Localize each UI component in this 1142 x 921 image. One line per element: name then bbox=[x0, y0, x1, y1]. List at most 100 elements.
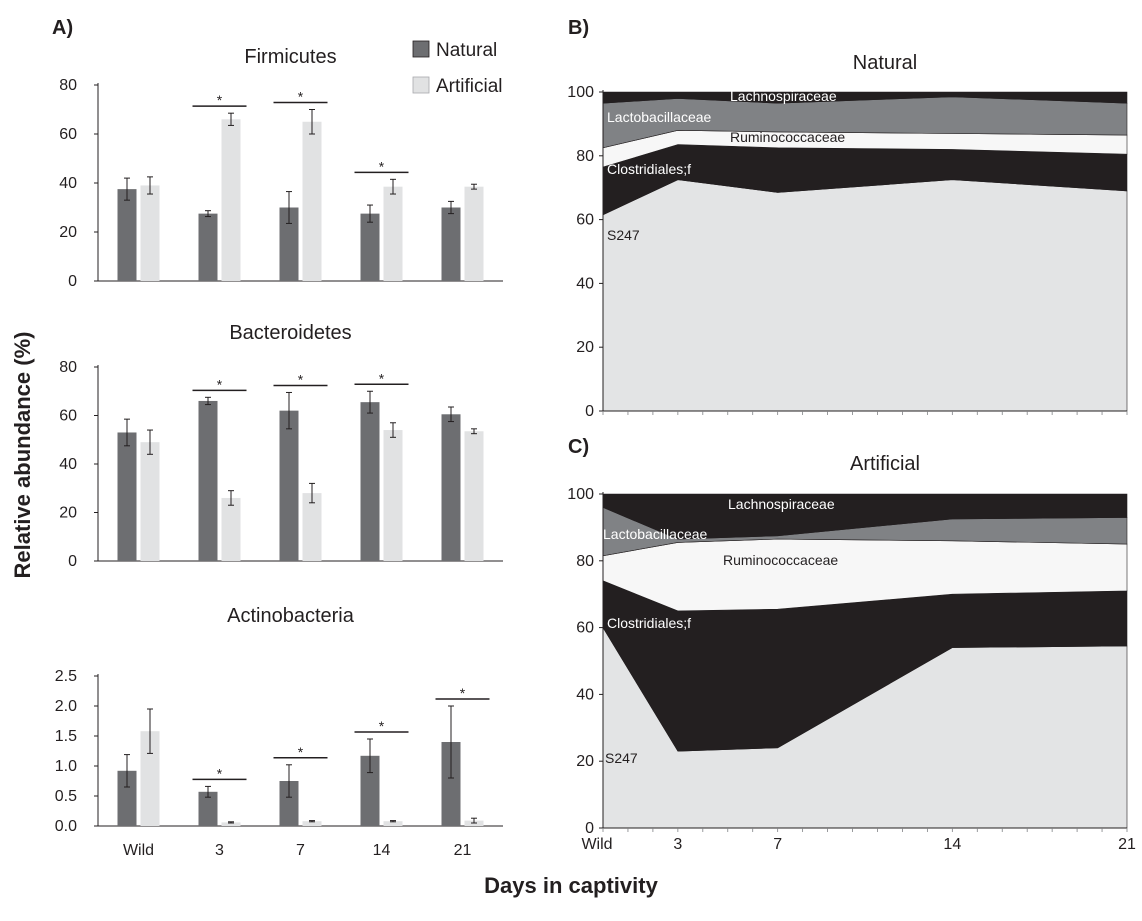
bacteroidetes-y-tick-label: 60 bbox=[59, 408, 77, 425]
artificial-area-band-lachnospiraceae bbox=[602, 493, 1128, 540]
actinobacteria-bar-artificial-7 bbox=[302, 821, 322, 826]
bacteroidetes-bar-natural-3 bbox=[198, 400, 218, 561]
bacteroidetes-bar-artificial-wild bbox=[140, 442, 160, 561]
artificial-area-x-tick-label: 7 bbox=[773, 836, 782, 853]
artificial-area-y-tick-label: 100 bbox=[567, 486, 594, 503]
bacteroidetes-y-tick-label: 40 bbox=[59, 456, 77, 473]
bacteroidetes-significance-star: * bbox=[217, 376, 223, 392]
firmicutes-bar-artificial-7 bbox=[302, 121, 322, 281]
artificial-area-y-tick-label: 20 bbox=[576, 753, 594, 770]
panel-label-b: B) bbox=[568, 17, 589, 39]
artificial-area-label-s24-7: S247 bbox=[605, 750, 638, 766]
artificial-area-y-tick-label: 60 bbox=[576, 620, 594, 637]
legend-label-natural: Natural bbox=[436, 40, 497, 61]
artificial-area-x-tick-label: 3 bbox=[673, 836, 682, 853]
firmicutes-y-tick-label: 60 bbox=[59, 126, 77, 143]
natural-area-y-tick-label: 0 bbox=[585, 403, 594, 420]
firmicutes-bar-natural-14 bbox=[360, 213, 380, 281]
natural-area-label-s24-7: S247 bbox=[607, 227, 640, 243]
natural-area-label-clostridiales-f: Clostridiales;f bbox=[607, 161, 691, 177]
actinobacteria-significance-star: * bbox=[298, 744, 304, 760]
bacteroidetes-significance-star: * bbox=[298, 371, 304, 387]
actinobacteria-x-tick-label: Wild bbox=[123, 842, 154, 859]
firmicutes-significance-star: * bbox=[298, 89, 304, 105]
actinobacteria-title: Actinobacteria bbox=[227, 605, 355, 627]
artificial-area-y-tick-label: 0 bbox=[585, 820, 594, 837]
natural-area-y-tick-label: 100 bbox=[567, 84, 594, 101]
firmicutes-bar-artificial-14 bbox=[383, 186, 403, 281]
firmicutes-bar-natural-3 bbox=[198, 213, 218, 281]
firmicutes-y-tick-label: 80 bbox=[59, 77, 77, 94]
natural-area-y-tick-label: 20 bbox=[576, 339, 594, 356]
bacteroidetes-bar-artificial-7 bbox=[302, 493, 322, 561]
artificial-area-y-tick-label: 80 bbox=[576, 553, 594, 570]
natural-area-y-tick-label: 40 bbox=[576, 275, 594, 292]
actinobacteria-bar-natural-14 bbox=[360, 755, 380, 826]
firmicutes-bar-chart: A) Firmicutes 0 20 40 60 80 * * * bbox=[52, 17, 503, 290]
artificial-area-x-tick-label: 21 bbox=[1118, 836, 1136, 853]
panel-label-c: C) bbox=[568, 436, 589, 458]
artificial-area-title: Artificial bbox=[850, 453, 920, 475]
natural-area-label-lachnospiraceae: Lachnospiraceae bbox=[730, 88, 837, 104]
panel-label-a: A) bbox=[52, 17, 73, 39]
artificial-area-y-tick-label: 40 bbox=[576, 686, 594, 703]
actinobacteria-y-tick-label: 0.5 bbox=[55, 788, 77, 805]
natural-area-title: Natural bbox=[853, 52, 917, 74]
firmicutes-y-tick-label: 20 bbox=[59, 224, 77, 241]
actinobacteria-significance-star: * bbox=[217, 765, 223, 781]
actinobacteria-bar-natural-7 bbox=[279, 781, 299, 826]
firmicutes-bar-natural-21 bbox=[441, 207, 461, 281]
legend-swatch-artificial bbox=[412, 76, 430, 94]
bacteroidetes-bar-artificial-14 bbox=[383, 430, 403, 561]
actinobacteria-bar-natural-21 bbox=[441, 742, 461, 826]
bacteroidetes-bar-chart: Bacteroidetes 0 20 40 60 80 * * * bbox=[59, 322, 503, 570]
artificial-area-x-tick-label: Wild bbox=[581, 836, 612, 853]
natural-area-band-lachnospiraceae bbox=[602, 91, 1128, 104]
legend-label-artificial: Artificial bbox=[436, 76, 503, 97]
artificial-area-x-tick-label: 14 bbox=[943, 836, 961, 853]
firmicutes-y-tick-label: 0 bbox=[68, 273, 77, 290]
bacteroidetes-bar-natural-wild bbox=[117, 432, 137, 561]
artificial-area-label-clostridiales-f: Clostridiales;f bbox=[607, 615, 691, 631]
natural-area-y-tick-label: 80 bbox=[576, 148, 594, 165]
actinobacteria-x-tick-label: 3 bbox=[215, 842, 224, 859]
firmicutes-significance-star: * bbox=[217, 92, 223, 108]
actinobacteria-bar-artificial-14 bbox=[383, 821, 403, 826]
actinobacteria-bar-natural-wild bbox=[117, 770, 137, 826]
firmicutes-bar-natural-wild bbox=[117, 189, 137, 281]
bacteroidetes-bar-artificial-21 bbox=[464, 431, 484, 561]
y-axis-label: Relative abundance (%) bbox=[10, 332, 35, 579]
firmicutes-bar-artificial-21 bbox=[464, 186, 484, 281]
firmicutes-y-tick-label: 40 bbox=[59, 175, 77, 192]
artificial-area-label-ruminococcaceae: Ruminococcaceae bbox=[723, 552, 838, 568]
bacteroidetes-bar-natural-21 bbox=[441, 414, 461, 561]
bacteroidetes-bar-artificial-3 bbox=[221, 497, 241, 561]
natural-area-y-tick-label: 60 bbox=[576, 212, 594, 229]
artificial-area-label-lachnospiraceae: Lachnospiraceae bbox=[728, 496, 835, 512]
actinobacteria-significance-star: * bbox=[379, 718, 385, 734]
actinobacteria-y-tick-label: 2.5 bbox=[55, 668, 77, 685]
firmicutes-title: Firmicutes bbox=[244, 46, 336, 68]
natural-area-label-ruminococcaceae: Ruminococcaceae bbox=[730, 129, 845, 145]
natural-area-band-s24-7 bbox=[602, 179, 1128, 412]
legend-swatch-natural bbox=[412, 40, 430, 58]
actinobacteria-x-tick-label: 21 bbox=[454, 842, 472, 859]
artificial-area-label-lactobacillaceae: Lactobacillaceae bbox=[603, 526, 708, 542]
actinobacteria-x-tick-label: 14 bbox=[373, 842, 391, 859]
firmicutes-bar-natural-7 bbox=[279, 207, 299, 281]
bacteroidetes-title: Bacteroidetes bbox=[229, 322, 351, 344]
firmicutes-significance-star: * bbox=[379, 158, 385, 174]
legend: Natural Artificial bbox=[412, 40, 503, 97]
actinobacteria-y-tick-label: 1.5 bbox=[55, 728, 77, 745]
actinobacteria-significance-star: * bbox=[460, 685, 466, 701]
actinobacteria-bar-chart: Actinobacteria 0.0 0.5 1.0 1.5 2.0 2.5 * * * * Wild… bbox=[55, 605, 503, 859]
firmicutes-bar-artificial-wild bbox=[140, 185, 160, 281]
bacteroidetes-y-tick-label: 80 bbox=[59, 359, 77, 376]
actinobacteria-bar-artificial-wild bbox=[140, 731, 160, 826]
natural-area-chart: B) Natural 0 20 40 60 80 100 S247 Clostridiales;f… bbox=[567, 17, 1128, 420]
actinobacteria-y-tick-label: 1.0 bbox=[55, 758, 77, 775]
firmicutes-bar-artificial-3 bbox=[221, 119, 241, 281]
actinobacteria-bar-natural-3 bbox=[198, 791, 218, 826]
natural-area-label-lactobacillaceae: Lactobacillaceae bbox=[607, 109, 712, 125]
